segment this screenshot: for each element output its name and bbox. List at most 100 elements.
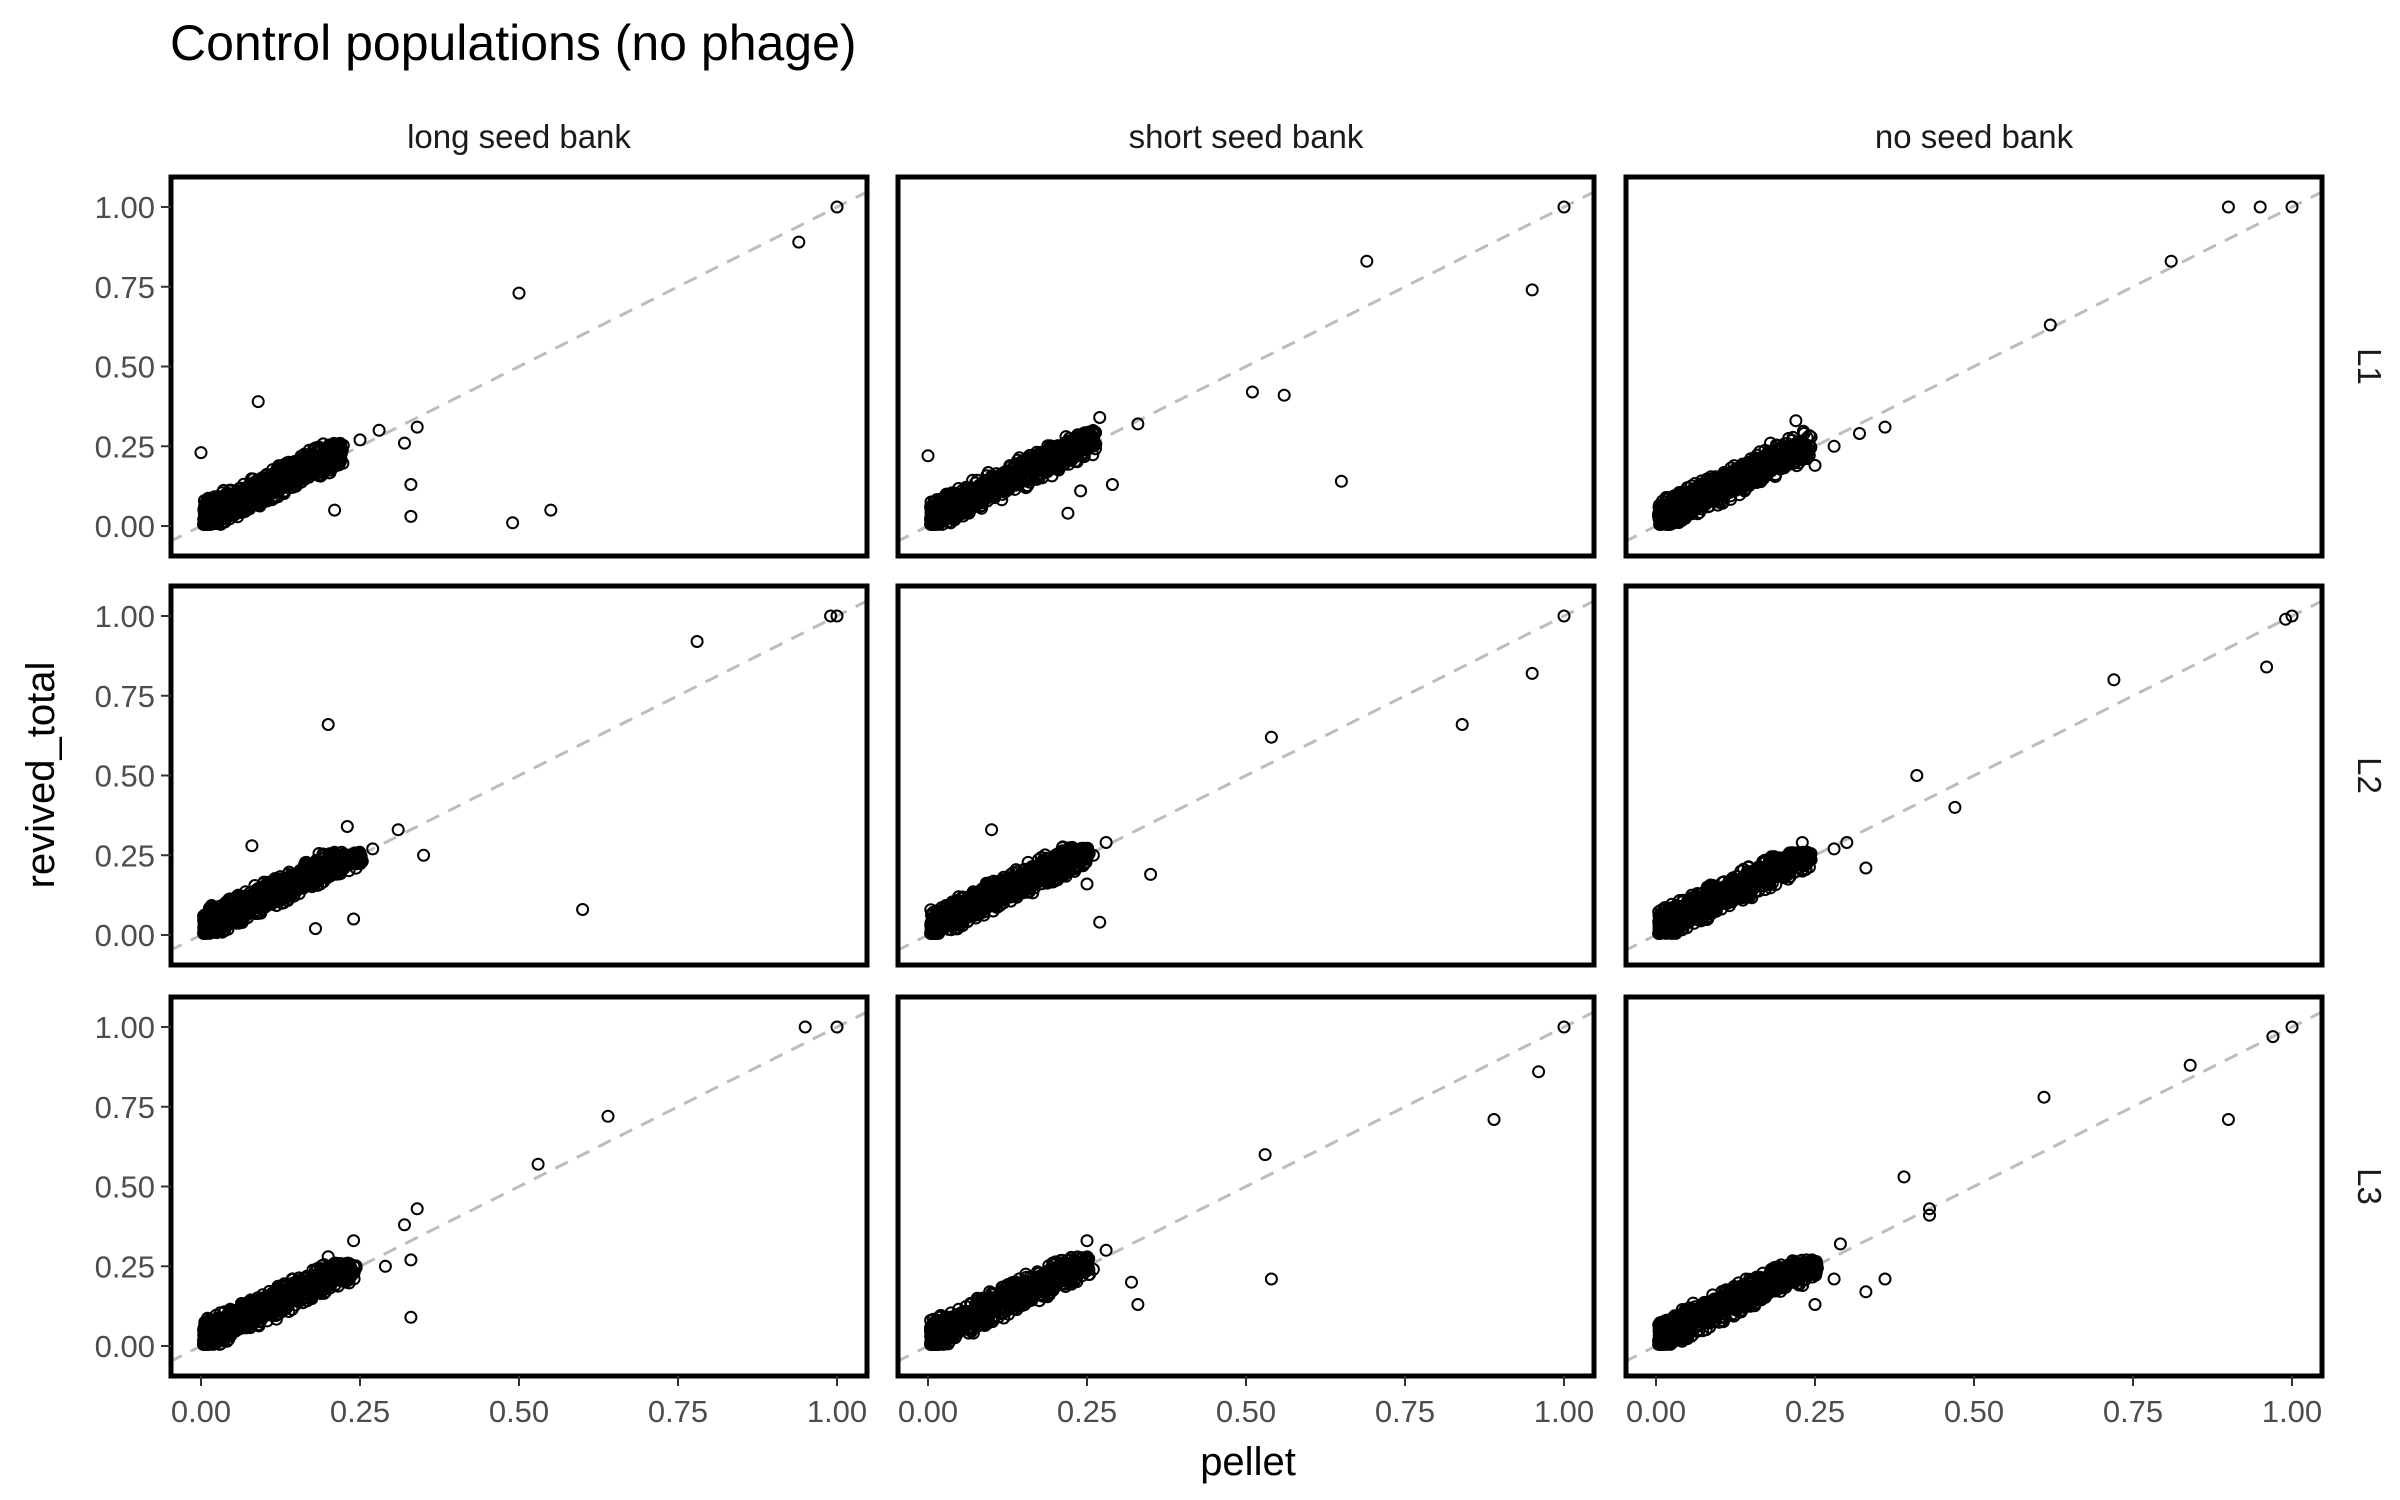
- data-point: [1082, 428, 1096, 442]
- data-point: [931, 517, 945, 531]
- panel-short-seed-bank-l1: [895, 174, 1597, 559]
- data-point: [921, 449, 935, 463]
- data-point: [223, 904, 236, 918]
- facet-column-label-short-seed-bank: short seed bank: [1129, 118, 1364, 155]
- data-point: [1735, 466, 1749, 480]
- data-point: [340, 820, 354, 833]
- data-point: [327, 854, 341, 868]
- data-point: [1093, 915, 1107, 929]
- data-point: [1703, 475, 1717, 489]
- data-point: [280, 458, 293, 472]
- data-point: [1783, 864, 1797, 878]
- data-point: [245, 889, 259, 902]
- data-point: [283, 465, 297, 479]
- data-point: [1068, 864, 1082, 878]
- data-point: [310, 458, 324, 471]
- data-point: [2253, 200, 2267, 214]
- data-point: [975, 501, 989, 515]
- data-point: [2043, 318, 2057, 332]
- data-point: [1046, 451, 1060, 464]
- data-point: [1557, 200, 1571, 214]
- data-point: [1827, 439, 1841, 453]
- data-point: [1681, 896, 1695, 910]
- data-point: [250, 482, 264, 495]
- data-point: [976, 885, 990, 899]
- data-point: [210, 494, 224, 508]
- y-tick-label: 0.50: [95, 759, 155, 794]
- data-point: [1725, 481, 1739, 495]
- data-point: [985, 823, 999, 837]
- data-point: [268, 465, 282, 479]
- data-point: [1004, 479, 1018, 493]
- data-point: [202, 1314, 215, 1328]
- data-point: [987, 475, 1000, 489]
- data-point: [328, 860, 342, 874]
- data-point: [943, 909, 957, 923]
- data-point: [1789, 414, 1803, 428]
- data-point: [252, 1312, 266, 1326]
- data-point: [1046, 442, 1059, 456]
- data-point: [1661, 925, 1675, 939]
- data-point: [1057, 868, 1071, 882]
- y-axis-label: revived_total: [19, 662, 63, 889]
- data-point: [1360, 254, 1374, 268]
- data-point: [1705, 478, 1719, 492]
- data-point: [1065, 851, 1079, 865]
- data-point: [347, 912, 361, 926]
- data-point: [1685, 913, 1699, 926]
- data-point: [230, 904, 244, 918]
- data-point: [1264, 730, 1278, 744]
- y-tick-label: 0.00: [95, 509, 155, 544]
- data-point: [1672, 917, 1686, 931]
- data-point: [1764, 860, 1777, 873]
- data-point: [410, 420, 424, 434]
- data-point: [1795, 849, 1809, 863]
- data-point: [1732, 470, 1746, 484]
- data-point: [1741, 887, 1755, 900]
- data-point: [366, 842, 380, 856]
- facet-column-label-long-seed-bank: long seed bank: [407, 118, 631, 155]
- panel-plot-area: [1626, 190, 2322, 543]
- data-point: [312, 873, 326, 887]
- data-point: [2107, 673, 2121, 687]
- data-point: [1016, 459, 1030, 473]
- data-point: [1719, 888, 1733, 902]
- panel-long-seed-bank-l1: 0.000.250.500.751.00: [95, 174, 870, 559]
- data-point: [1718, 470, 1732, 484]
- data-point: [1131, 417, 1145, 431]
- data-point: [268, 895, 282, 909]
- data-point: [1061, 506, 1075, 520]
- data-point: [1031, 874, 1045, 888]
- data-point: [1784, 449, 1798, 463]
- data-point: [939, 501, 953, 514]
- data-point: [2164, 254, 2178, 268]
- panel-plot-area: [898, 190, 1594, 543]
- data-point: [1023, 877, 1037, 891]
- panel-border: [1623, 583, 2325, 968]
- data-point: [1840, 836, 1854, 849]
- data-point: [251, 395, 265, 409]
- data-point: [1077, 857, 1091, 871]
- data-point: [1795, 836, 1809, 849]
- panel-plot-area: [1626, 599, 2322, 952]
- data-point: [1029, 456, 1043, 470]
- data-point: [245, 839, 259, 853]
- data-point: [2285, 609, 2299, 623]
- data-point: [1009, 885, 1023, 899]
- data-point: [576, 903, 590, 916]
- data-point: [2260, 660, 2274, 674]
- data-point: [256, 885, 270, 899]
- data-point: [1782, 431, 1796, 445]
- panel-long-seed-bank-l3: 0.000.250.500.751.000.00 0.25 0.50 0.75 1.00: [95, 994, 870, 1429]
- data-point: [1525, 283, 1539, 297]
- panel-plot-area: [171, 599, 867, 952]
- data-point: [978, 475, 992, 489]
- data-point: [197, 916, 211, 930]
- panel-short-seed-bank-l2: [895, 583, 1597, 968]
- data-point: [1740, 880, 1754, 894]
- data-point: [1704, 894, 1718, 908]
- data-point: [1653, 517, 1667, 531]
- y-tick-label: 1.00: [95, 190, 155, 225]
- data-point: [930, 501, 944, 514]
- data-point: [1017, 454, 1031, 468]
